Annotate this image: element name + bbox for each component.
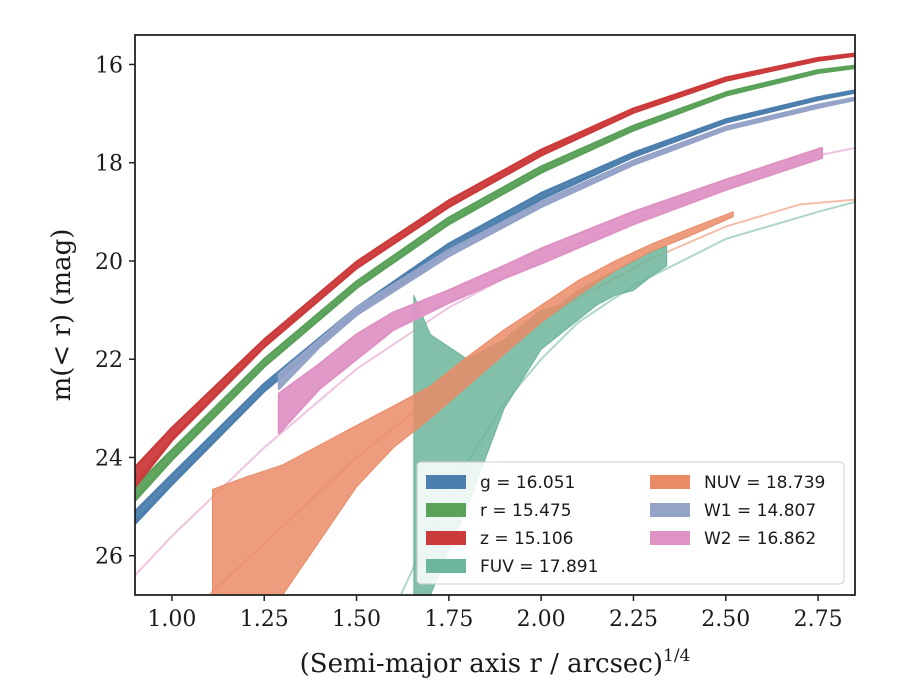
model-curve-W1 bbox=[135, 97, 855, 522]
legend-label-W2: W2 = 16.862 bbox=[704, 529, 816, 549]
legend-label-r: r = 15.475 bbox=[480, 501, 572, 521]
x-tick-label-2.00: 2.00 bbox=[517, 607, 566, 632]
x-tick-label-2.50: 2.50 bbox=[701, 607, 750, 632]
x-tick-label-1.75: 1.75 bbox=[424, 607, 473, 632]
band-z bbox=[135, 52, 855, 489]
band-g bbox=[135, 89, 855, 526]
y-tick-label-24: 24 bbox=[95, 446, 123, 471]
x-axis-label: (Semi-major axis r / arcsec)1/4 bbox=[300, 646, 691, 679]
y-axis: 16 18 20 22 24 26 bbox=[95, 53, 135, 570]
y-tick-label-18: 18 bbox=[95, 152, 123, 177]
y-tick-label-16: 16 bbox=[95, 53, 123, 78]
legend-label-g: g = 16.051 bbox=[480, 473, 575, 493]
x-axis-label-superscript: 1/4 bbox=[663, 646, 690, 666]
legend-swatch-NUV bbox=[650, 475, 690, 489]
legend-swatch-FUV bbox=[426, 559, 466, 573]
legend-label-z: z = 15.106 bbox=[480, 529, 573, 549]
band-r bbox=[135, 64, 855, 502]
x-tick-label-1.00: 1.00 bbox=[147, 607, 196, 632]
plot-frame bbox=[134, 34, 856, 596]
legend-label-W1: W1 = 14.807 bbox=[704, 501, 816, 521]
x-axis: 1.00 1.25 1.50 1.75 2.00 2.25 2.50 2.75 bbox=[147, 595, 843, 632]
x-axis-label-text: (Semi-major axis r / arcsec) bbox=[300, 649, 663, 679]
legend-swatch-W1 bbox=[650, 503, 690, 517]
y-tick-label-22: 22 bbox=[95, 348, 123, 373]
legend: g = 16.051 r = 15.475 z = 15.106 FUV = 17.8… bbox=[416, 461, 845, 585]
legend-swatch-g bbox=[426, 475, 466, 489]
x-tick-label-2.25: 2.25 bbox=[609, 607, 658, 632]
band-NUV bbox=[212, 211, 734, 595]
x-tick-label-2.75: 2.75 bbox=[794, 607, 843, 632]
y-tick-label-20: 20 bbox=[95, 250, 123, 275]
legend-swatch-z bbox=[426, 531, 466, 545]
band-W2 bbox=[277, 146, 824, 435]
x-tick-label-1.50: 1.50 bbox=[332, 607, 381, 632]
band-W1 bbox=[277, 96, 855, 390]
legend-swatch-W2 bbox=[650, 531, 690, 545]
y-axis-label: m(< r) (mag) bbox=[47, 229, 77, 402]
legend-label-NUV: NUV = 18.739 bbox=[704, 473, 825, 493]
x-tick-label-1.25: 1.25 bbox=[240, 607, 289, 632]
model-curve-g bbox=[135, 90, 855, 522]
legend-label-FUV: FUV = 17.891 bbox=[480, 557, 598, 577]
y-tick-label-26: 26 bbox=[95, 545, 123, 570]
legend-swatch-r bbox=[426, 503, 466, 517]
legend-box bbox=[416, 461, 845, 585]
